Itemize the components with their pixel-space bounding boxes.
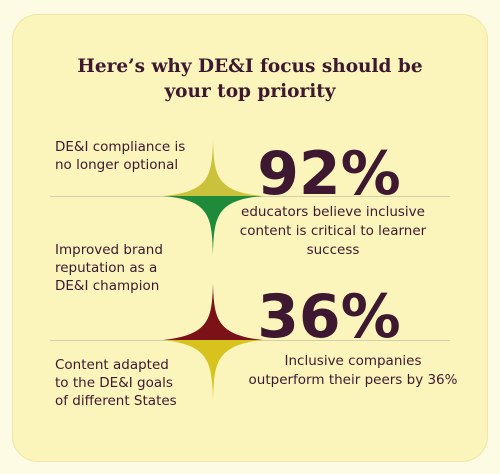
stat-description-line: outperform their peers by 36% xyxy=(248,372,458,388)
reason-content-adapted: Content adapted to the DE&I goals of dif… xyxy=(55,356,205,410)
stat-description-line: content is critical to learner xyxy=(239,223,427,239)
reason-line: reputation as a xyxy=(55,260,158,276)
stat-description-line: success xyxy=(306,242,360,258)
reason-compliance: DE&I compliance is no longer optional xyxy=(55,138,205,174)
infographic-card xyxy=(12,14,488,462)
stat-description-companies: Inclusive companies outperform their pee… xyxy=(238,352,468,390)
reason-line: no longer optional xyxy=(55,157,179,173)
page-title: Here’s why DE&I focus should be your top… xyxy=(0,54,500,104)
stat-value-92: 92% xyxy=(257,139,401,209)
reason-line: to the DE&I goals xyxy=(55,375,173,391)
reason-line: DE&I compliance is xyxy=(55,139,186,155)
sparkle-star-icon-green xyxy=(163,140,263,255)
stat-value-36: 36% xyxy=(257,282,401,352)
stat-description-educators: educators believe inclusive content is c… xyxy=(218,203,448,260)
reason-line: DE&I champion xyxy=(55,278,160,294)
reason-line: Content adapted xyxy=(55,357,169,373)
reason-brand-reputation: Improved brand reputation as a DE&I cham… xyxy=(55,241,205,295)
stat-description-line: educators believe inclusive xyxy=(241,204,425,220)
sparkle-star-icon-maroon xyxy=(163,283,263,401)
reason-line: Improved brand xyxy=(55,242,163,258)
stat-description-line: Inclusive companies xyxy=(284,353,422,369)
title-line-2: your top priority xyxy=(164,81,336,102)
reason-line: of different States xyxy=(55,393,177,409)
title-line-1: Here’s why DE&I focus should be xyxy=(77,56,423,77)
